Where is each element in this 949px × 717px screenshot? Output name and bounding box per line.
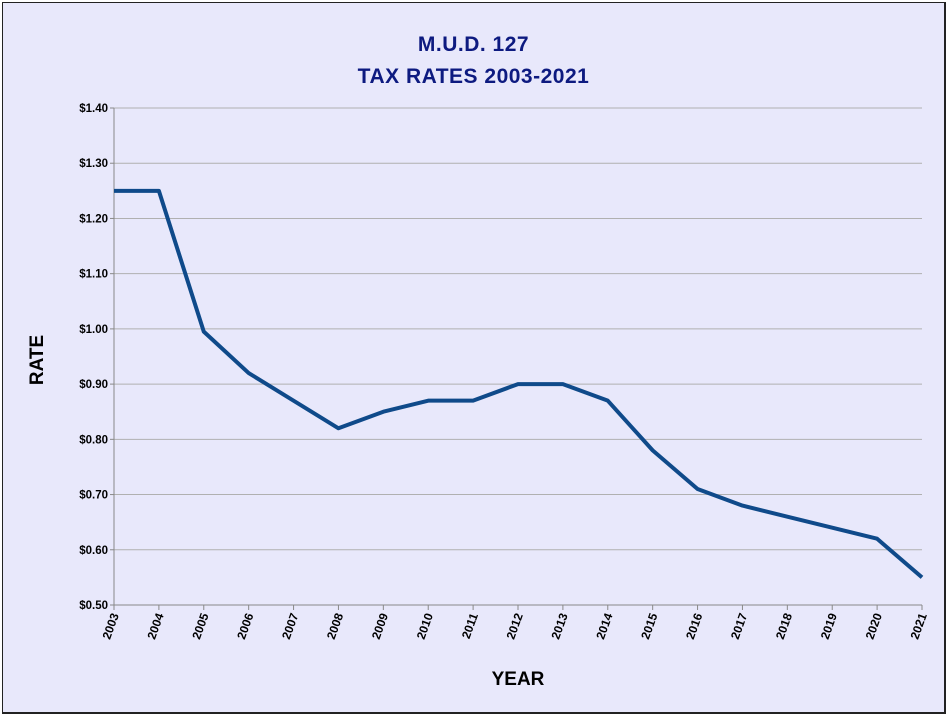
x-tick-label: 2008 <box>324 611 346 641</box>
x-tick-label: 2009 <box>369 611 391 641</box>
y-tick-label: $1.30 <box>79 158 108 170</box>
x-tick-label: 2003 <box>100 611 122 641</box>
y-tick-label: $0.70 <box>79 490 108 502</box>
x-tick-label: 2004 <box>144 611 166 641</box>
x-tick-label: 2015 <box>638 611 660 641</box>
x-tick-label: 2007 <box>279 611 301 641</box>
y-tick-label: $0.50 <box>79 600 108 612</box>
x-tick-label: 2012 <box>504 611 526 641</box>
y-tick-label: $0.80 <box>79 434 108 446</box>
y-tick-label: $1.20 <box>79 213 108 225</box>
y-tick-label: $0.90 <box>79 379 108 391</box>
x-tick-label: 2014 <box>593 611 615 641</box>
y-tick-label: $1.00 <box>79 324 108 336</box>
x-tick-label: 2011 <box>459 611 481 641</box>
chart-title: M.U.D. 127 <box>417 33 530 56</box>
x-tick-label: 2020 <box>863 611 885 641</box>
x-axis-label: YEAR <box>492 669 545 690</box>
x-tick-label: 2019 <box>818 611 840 641</box>
x-tick-label: 2005 <box>189 611 211 641</box>
gridlines <box>114 107 922 551</box>
x-axis-ticks: 2003 2004 2005 2006 2007 2008 2009 2010 2011 2012… <box>100 605 930 641</box>
x-tick-label: 2010 <box>414 611 436 641</box>
x-tick-label: 2018 <box>773 611 795 641</box>
y-tick-label: $1.40 <box>79 103 108 115</box>
x-tick-label: 2016 <box>683 611 705 641</box>
y-tick-label: $1.10 <box>79 269 108 281</box>
chart-subtitle: TAX RATES 2003-2021 <box>357 65 590 88</box>
y-axis-ticks: $0.50 $0.60 $0.70 $0.80 $0.90 $1.00 $1.10 $1.20… <box>79 103 114 612</box>
x-tick-label: 2017 <box>728 611 750 641</box>
y-tick-label: $0.60 <box>79 545 108 557</box>
x-tick-label: 2006 <box>234 611 256 641</box>
x-tick-label: 2021 <box>908 611 930 641</box>
x-tick-label: 2013 <box>548 611 570 641</box>
y-axis-label: RATE <box>27 335 48 385</box>
series-line <box>114 188 924 579</box>
